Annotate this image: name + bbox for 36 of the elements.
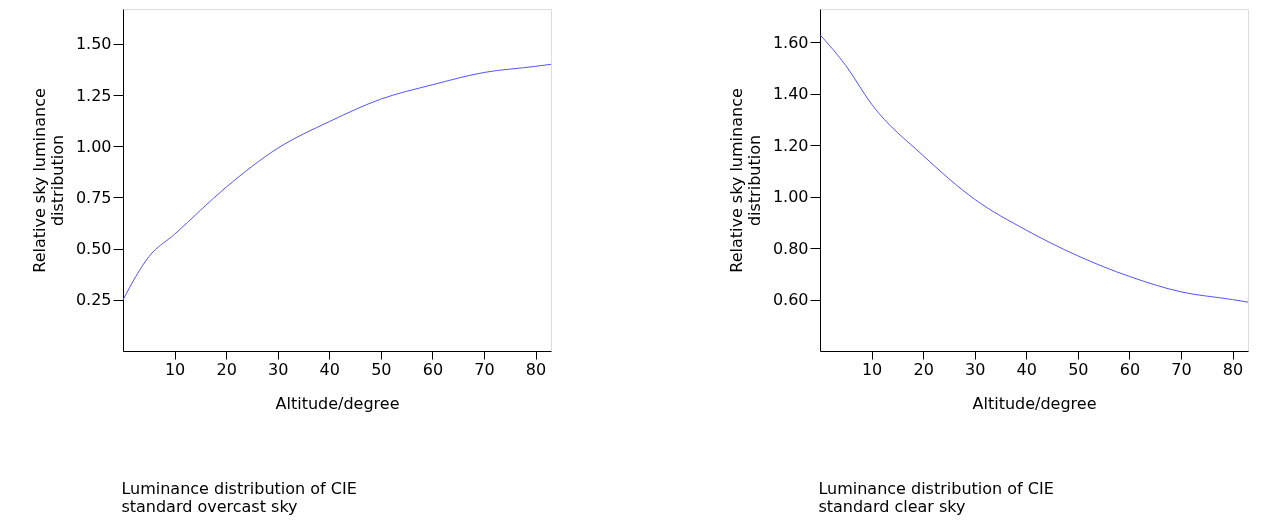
- x-tick-label: 70: [1171, 359, 1192, 379]
- y-tick-label: 0.25: [75, 290, 112, 310]
- y-tick-label: 1.60: [772, 32, 809, 52]
- y-tick-label: 1.00: [772, 187, 809, 207]
- y-tick-label: 1.25: [75, 85, 112, 105]
- y-tick-label: 1.50: [75, 34, 112, 54]
- y-tick-label: 0.75: [75, 187, 112, 207]
- y-tick-label: 1.00: [75, 136, 112, 156]
- y-tick-label: 0.60: [772, 290, 809, 310]
- x-tick-label: 80: [1222, 359, 1244, 379]
- x-tick-label: 40: [1016, 359, 1037, 379]
- x-tick-label: 10: [861, 359, 883, 379]
- x-tick-label: 50: [1068, 359, 1089, 379]
- x-tick-label: 40: [319, 359, 340, 379]
- x-tick-label: 20: [913, 359, 934, 379]
- x-tick-label: 60: [422, 359, 444, 379]
- text: Luminance distribution of CIE standard clear sky: [818, 479, 1054, 516]
- x-tick-label: 10: [164, 359, 186, 379]
- x-axis-title: Altitude/degree: [972, 393, 1097, 413]
- x-tick-label: 70: [474, 359, 495, 379]
- x-tick-label: 50: [371, 359, 392, 379]
- y-tick-label: 1.20: [772, 135, 809, 155]
- y-tick-label: 0.80: [772, 238, 809, 258]
- x-tick-label: 30: [268, 359, 289, 379]
- x-tick-label: 80: [525, 359, 547, 379]
- x-axis-title: Altitude/degree: [275, 393, 400, 413]
- line-series: [123, 63, 551, 301]
- y-tick-label: 1.40: [772, 84, 809, 104]
- y-axis-title: Relative sky luminance distribution: [29, 88, 67, 273]
- x-tick-label: 30: [965, 359, 986, 379]
- x-tick-label: 20: [216, 359, 237, 379]
- text: Luminance distribution of CIE standard overcast sky: [121, 479, 357, 516]
- y-axis-title: Relative sky luminance distribution: [726, 88, 764, 273]
- y-tick-label: 0.50: [75, 239, 112, 259]
- line-series: [820, 34, 1248, 303]
- x-tick-label: 60: [1119, 359, 1141, 379]
